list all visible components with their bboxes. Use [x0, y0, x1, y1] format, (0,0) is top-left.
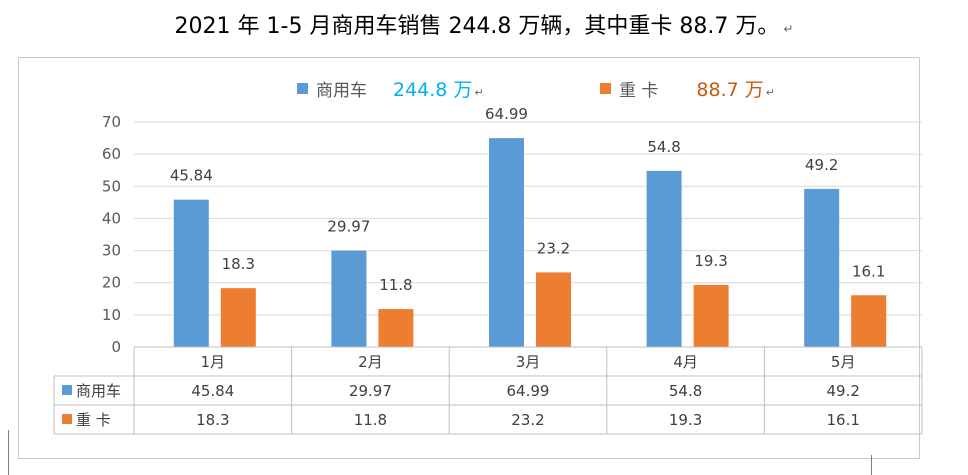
legend-item-heavy-truck: 重 卡 88.7 万 ↵: [600, 75, 775, 102]
data-label: 11.8: [379, 276, 412, 294]
y-tick-label: 30: [102, 242, 121, 260]
legend-total-heavy-truck: 88.7 万 ↵: [696, 75, 775, 102]
data-label: 64.99: [485, 105, 528, 123]
y-tick-label: 60: [102, 145, 121, 163]
data-label: 49.2: [805, 156, 838, 174]
data-label: 29.97: [327, 218, 370, 236]
legend-total-commercial: 244.8 万 ↵: [393, 75, 484, 102]
bar: [536, 272, 571, 347]
table-legend-key: [62, 414, 72, 424]
return-mark: ↵: [783, 22, 794, 36]
chart-frame: [18, 57, 920, 459]
chart-heading: 2021 年 1-5 月商用车销售 244.8 万辆，其中重卡 88.7 万。 ↵: [0, 8, 968, 40]
data-label: 19.3: [694, 252, 727, 270]
x-tick-label: 5月: [831, 353, 856, 371]
page-margin-line: [8, 430, 9, 475]
table-cell: 11.8: [354, 411, 387, 429]
data-label: 16.1: [852, 262, 885, 280]
legend-swatch-commercial: [297, 83, 308, 94]
table-cell: 23.2: [511, 411, 544, 429]
y-tick-label: 50: [102, 177, 121, 195]
table-cell: 45.84: [191, 382, 234, 400]
legend-label-heavy-truck: 重 卡: [619, 81, 659, 101]
x-tick-label: 2月: [358, 353, 383, 371]
table-row-label: 商用车: [76, 382, 121, 400]
legend-total-value-commercial: 244.8 万: [393, 79, 473, 101]
return-mark: ↵: [765, 86, 775, 99]
table-row-label: 重 卡: [76, 411, 111, 429]
bar: [378, 309, 414, 347]
y-tick-label: 10: [102, 306, 121, 324]
x-tick-label: 1月: [201, 353, 226, 371]
y-tick-label: 0: [111, 338, 121, 356]
bar: [331, 250, 367, 347]
bar: [173, 199, 209, 347]
bar: [489, 138, 524, 347]
x-tick-label: 4月: [673, 353, 698, 371]
y-tick-label: 70: [102, 113, 121, 131]
legend-label-commercial: 商用车: [316, 81, 367, 101]
legend-total-value-heavy-truck: 88.7 万: [696, 79, 764, 101]
data-label: 54.8: [647, 138, 680, 156]
table-cell: 19.3: [669, 411, 702, 429]
data-label: 18.3: [222, 255, 255, 273]
bar: [804, 188, 840, 347]
y-tick-label: 20: [102, 274, 121, 292]
legend-item-commercial: 商用车 244.8 万 ↵: [297, 75, 484, 102]
bar: [220, 288, 256, 347]
bar: [851, 295, 887, 347]
x-tick-label: 3月: [516, 353, 541, 371]
table-cell: 16.1: [826, 411, 859, 429]
table-cell: 18.3: [196, 411, 229, 429]
legend-swatch-heavy-truck: [600, 83, 611, 94]
table-cell: 54.8: [669, 382, 702, 400]
table-cell: 29.97: [349, 382, 392, 400]
data-label: 45.84: [170, 167, 213, 185]
heading-text: 2021 年 1-5 月商用车销售 244.8 万辆，其中重卡 88.7 万。: [174, 14, 780, 39]
y-tick-label: 40: [102, 209, 121, 227]
return-mark: ↵: [474, 86, 484, 99]
page-margin-line: [871, 455, 872, 475]
table-cell: 64.99: [507, 382, 550, 400]
chart-legend: 商用车 244.8 万 ↵ 重 卡 88.7 万 ↵: [0, 75, 968, 102]
bar: [693, 284, 729, 347]
table-cell: 49.2: [826, 382, 859, 400]
data-label: 23.2: [537, 239, 570, 257]
table-legend-key: [62, 385, 72, 395]
bar: [646, 170, 682, 347]
